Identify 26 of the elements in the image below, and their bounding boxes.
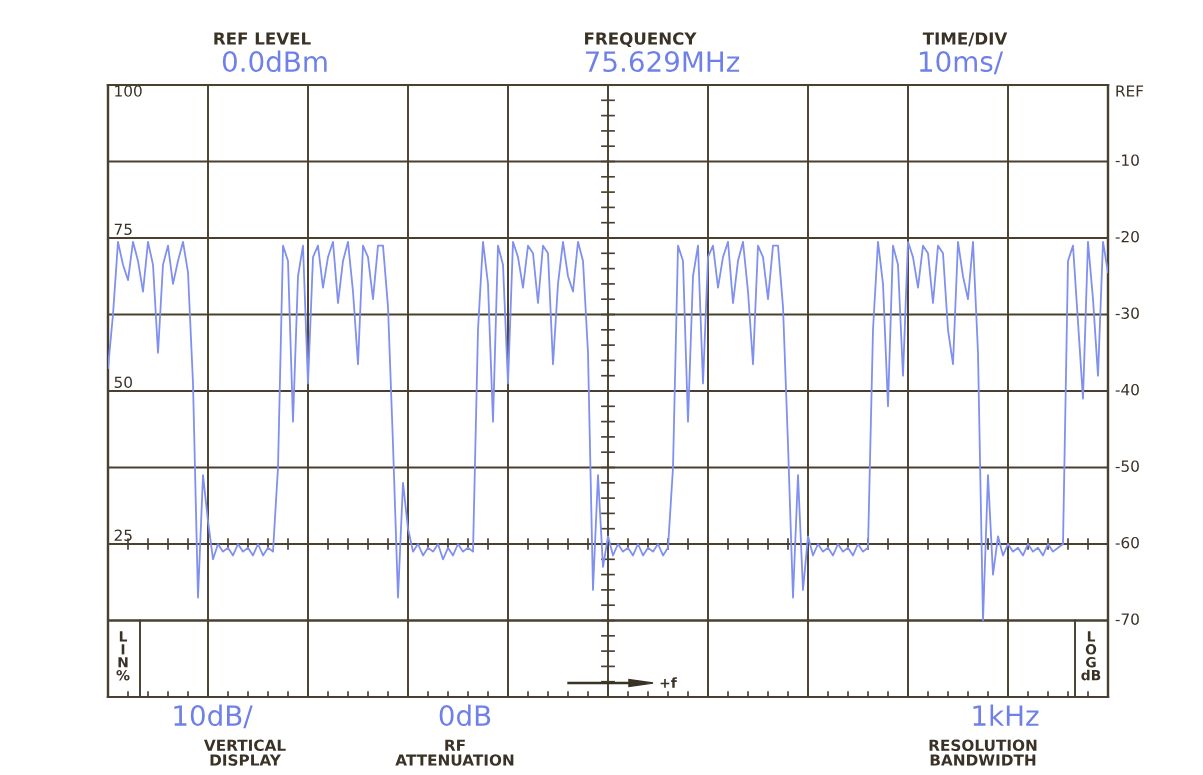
y2-tick-label: -60	[1115, 536, 1139, 549]
y2-tick-label: REF	[1116, 85, 1144, 97]
y2-tick-label: -10	[1115, 154, 1139, 166]
y-tick-label: 50	[114, 376, 132, 389]
y2-tick-label: -30	[1115, 307, 1139, 319]
text: TIME/DIV	[922, 32, 1008, 47]
annotation: +f	[660, 677, 677, 688]
text: REF LEVEL	[214, 32, 311, 45]
text: 0dB	[439, 704, 491, 727]
text: RESOLUTION BANDWIDTH	[929, 739, 1037, 766]
text: RF ATTENUATION	[395, 739, 514, 766]
y2-tick-label: -20	[1115, 230, 1139, 243]
y2-tick-label: -70	[1115, 613, 1139, 625]
text: 75.629MHz	[585, 51, 740, 73]
text: 10ms/	[919, 51, 1004, 75]
y2-tick-label: -40	[1115, 383, 1139, 396]
y-tick-label: 25	[114, 529, 132, 542]
text: 1kHz	[973, 704, 1039, 726]
text: VERTICAL DISPLAY	[203, 739, 286, 766]
text: 10dB/	[174, 704, 253, 729]
annotation: LIN%	[116, 631, 130, 681]
annotation: LOG dB	[1081, 631, 1101, 681]
y-tick-label: 75	[114, 223, 132, 236]
text: FREQUENCY	[585, 32, 697, 48]
y2-tick-label: -50	[1115, 460, 1139, 472]
text: 0.0dBm	[222, 50, 327, 73]
